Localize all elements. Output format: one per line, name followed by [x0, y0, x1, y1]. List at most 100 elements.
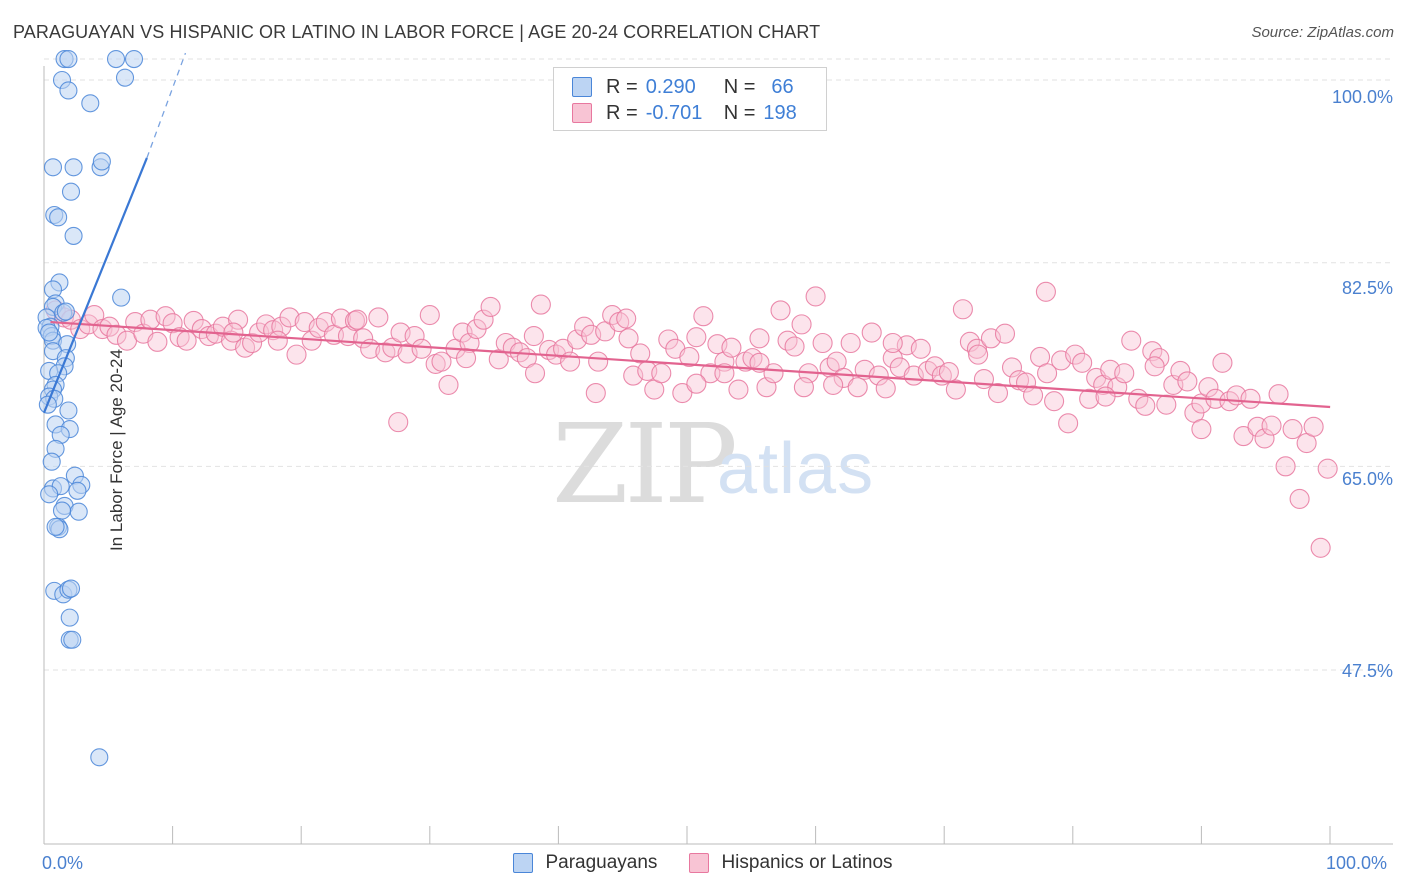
legend-label: Paraguayans — [545, 852, 658, 873]
paraguayan-point — [81, 94, 100, 113]
paraguayan-point — [124, 50, 144, 69]
paraguayan-point — [42, 452, 61, 471]
paraguayan-point — [106, 50, 126, 69]
hispanics-swatch-icon — [572, 103, 592, 123]
x-tick-label: 100.0% — [1326, 853, 1388, 873]
hispanic-point — [431, 351, 452, 372]
legend-row-hispanics: R = -0.701 N = 198 — [572, 100, 797, 126]
hispanic-point — [651, 363, 672, 384]
paraguayan-point — [63, 630, 82, 649]
hispanic-point — [1282, 419, 1303, 440]
hispanic-point — [994, 323, 1016, 344]
paraguayan-point — [92, 152, 111, 171]
hispanic-point — [1135, 395, 1156, 416]
hispanic-point — [882, 332, 903, 354]
hispanic-point — [524, 363, 546, 384]
paraguayan-point — [59, 401, 78, 420]
hispanic-point — [968, 344, 989, 365]
hispanic-point — [1177, 371, 1198, 392]
hispanic-point — [286, 344, 307, 365]
y-tick-label: 100.0% — [1331, 87, 1393, 107]
hispanic-point — [223, 322, 244, 343]
hispanic-point — [263, 320, 284, 341]
hispanic-point — [1121, 330, 1142, 351]
hispanic-point — [910, 338, 931, 359]
hispanic-point — [833, 367, 854, 388]
hispanic-point — [1191, 419, 1212, 440]
paraguayan-point — [52, 501, 72, 520]
hispanic-point — [700, 363, 721, 384]
hispanic-point — [1156, 394, 1177, 415]
hispanic-point — [1198, 377, 1219, 398]
hispanic-point — [1317, 458, 1338, 479]
hispanic-point — [1072, 352, 1093, 373]
paraguayan-point — [68, 481, 87, 500]
hispanic-point — [553, 338, 574, 359]
paraguayan-point — [56, 302, 75, 321]
paraguayan-point — [69, 502, 88, 521]
hispanic-point — [183, 310, 204, 331]
hispanic-point — [875, 378, 896, 399]
paraguayan-point — [59, 81, 78, 100]
hispanic-point — [267, 330, 288, 351]
r-value: -0.701 — [645, 101, 703, 124]
hispanic-point — [1044, 391, 1065, 412]
paraguayan-point — [59, 50, 78, 69]
paraguayan-point — [49, 208, 68, 227]
paraguayan-point — [40, 323, 59, 342]
hispanic-point — [1023, 385, 1044, 406]
watermark-atlas: atlas — [717, 429, 875, 509]
hispanic-point — [242, 332, 263, 354]
legend-item-hispanics: Hispanics or Latinos — [689, 852, 893, 874]
hispanic-point — [347, 309, 368, 330]
r-label: R = — [606, 101, 638, 124]
hispanic-point — [812, 332, 833, 354]
hispanic-point — [1001, 357, 1023, 378]
hispanic-point — [618, 328, 639, 349]
r-label: R = — [606, 75, 638, 98]
hispanic-point — [1035, 281, 1056, 302]
hispanic-point — [1079, 388, 1100, 409]
hispanic-point — [1065, 344, 1086, 365]
paraguayans-swatch-icon — [572, 77, 592, 97]
hispanic-point — [791, 314, 812, 335]
hispanic-point — [1261, 415, 1282, 436]
hispanic-point — [1268, 384, 1289, 405]
paraguayan-point — [64, 226, 83, 245]
paraguayan-trend-extension — [146, 52, 187, 159]
paraguayan-point — [90, 748, 109, 767]
hispanic-point — [686, 327, 707, 348]
hispanic-point — [147, 331, 168, 352]
x-tick-label: 0.0% — [42, 853, 84, 873]
paraguayan-point — [64, 158, 83, 177]
r-value: 0.290 — [645, 75, 696, 98]
watermark-zip: ZIP — [552, 400, 738, 528]
paraguayan-point — [61, 182, 81, 201]
hispanic-point — [784, 336, 805, 357]
hispanic-point — [686, 373, 707, 394]
hispanic-point — [368, 307, 389, 328]
hispanic-point — [1310, 537, 1331, 558]
hispanic-point — [455, 348, 477, 369]
n-label: N = — [723, 101, 756, 124]
hispanic-point — [1240, 388, 1261, 409]
hispanic-point — [1275, 456, 1296, 477]
hispanic-point — [945, 379, 966, 400]
hispanic-point — [714, 363, 735, 384]
hispanic-point — [419, 305, 440, 326]
hispanic-point — [574, 316, 595, 337]
hispanic-point — [411, 338, 432, 359]
hispanic-point — [693, 306, 714, 327]
y-tick-label: 47.5% — [1341, 661, 1393, 681]
paraguayan-trend-line — [42, 157, 148, 414]
hispanic-point — [560, 351, 581, 372]
hispanic-point — [1114, 363, 1135, 384]
source-label: Source: ZipAtlas.com — [1251, 24, 1394, 41]
hispanic-point — [315, 312, 336, 333]
hispanic-point — [1037, 363, 1058, 384]
n-label: N = — [723, 75, 756, 98]
hispanic-point — [588, 351, 609, 372]
hispanic-point — [228, 309, 249, 330]
hispanic-point — [1058, 413, 1079, 434]
hispanic-point — [966, 338, 987, 359]
